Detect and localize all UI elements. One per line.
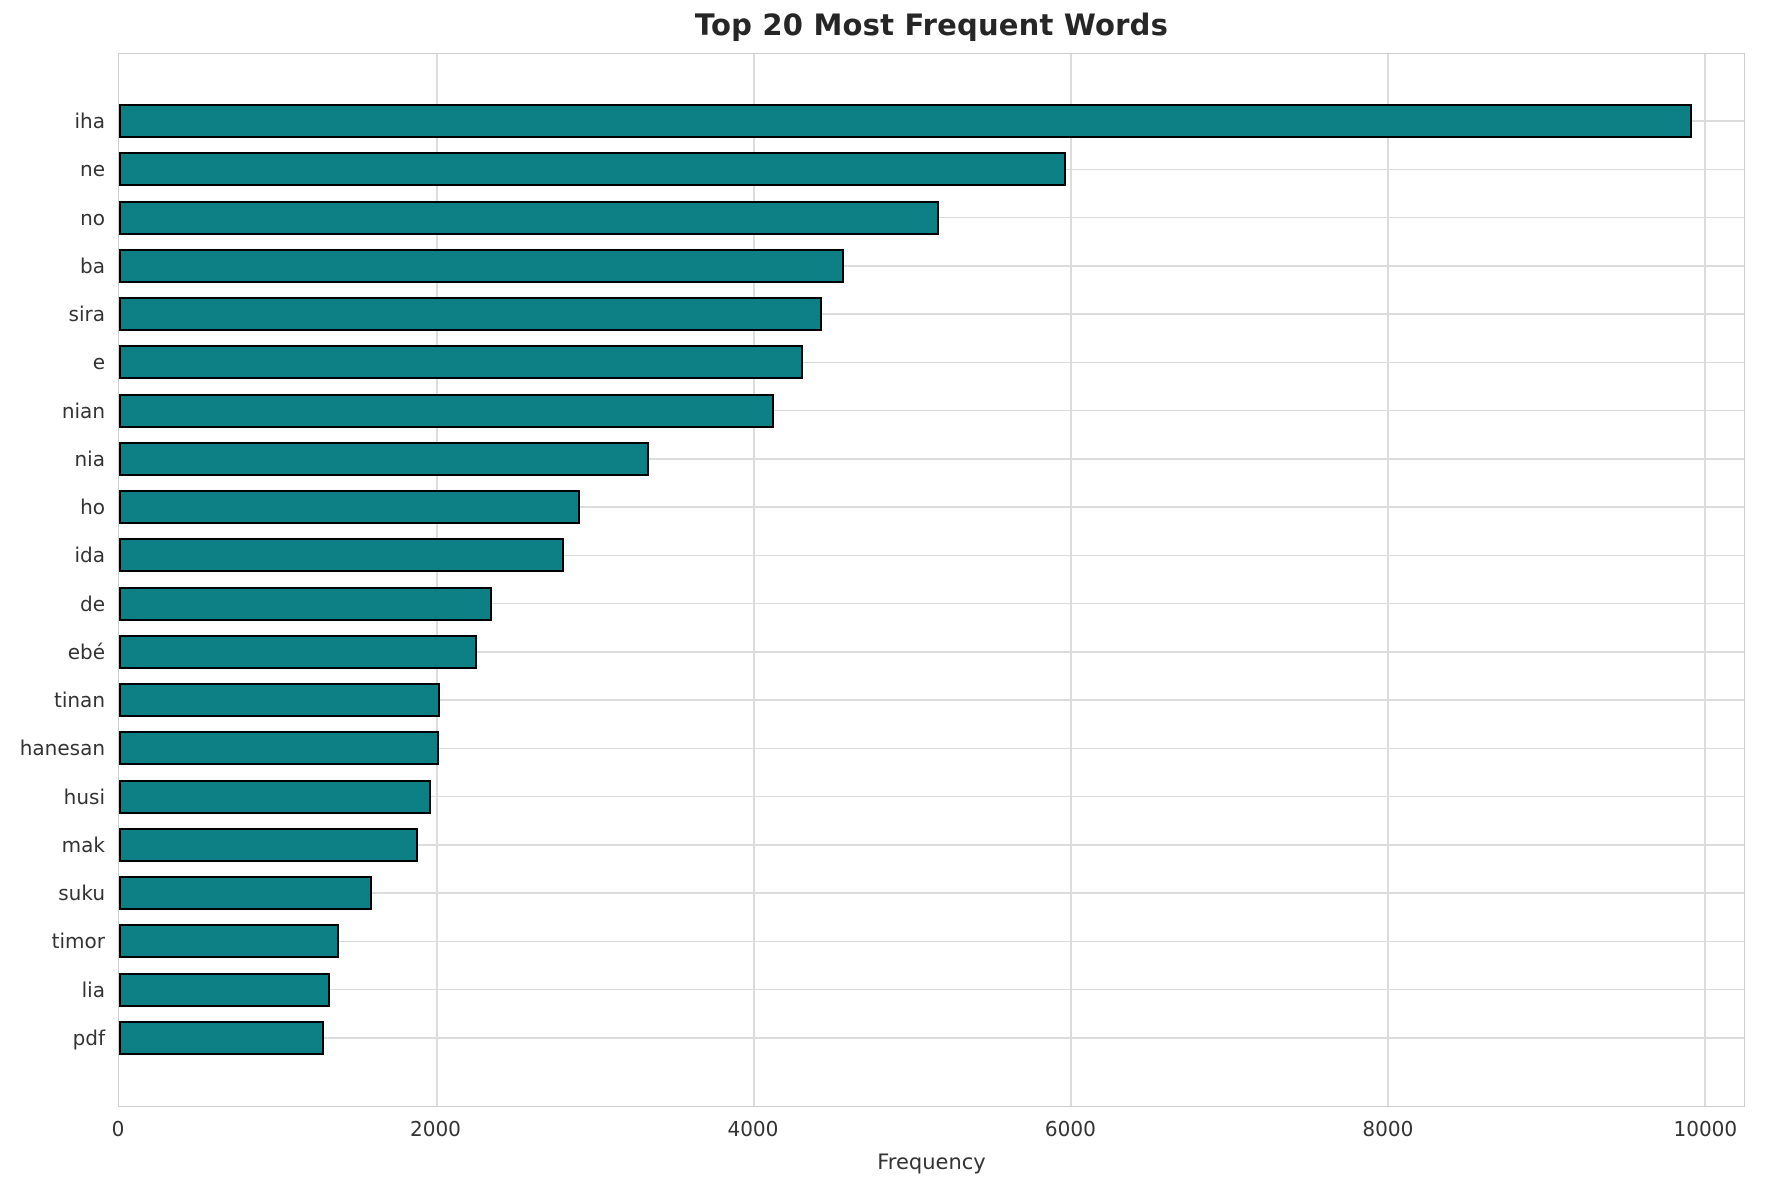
y-axis-category-label: no <box>80 205 105 230</box>
bar-rows: iha ne no ba sira e nian nia ho ida de ebé tinan hane… <box>20 54 1744 1106</box>
x-axis-tick-label: 6000 <box>1044 1117 1096 1141</box>
frequency-bar <box>119 586 493 621</box>
bar-row: nia <box>75 435 1744 483</box>
frequency-bar <box>119 297 823 332</box>
bar-row: ida <box>74 531 1744 579</box>
frequency-bar <box>119 731 440 766</box>
frequency-bar <box>119 924 340 959</box>
horizontal-gridline <box>119 602 1744 605</box>
frequency-bar <box>119 538 565 573</box>
bar-row: tinan <box>54 676 1744 724</box>
vertical-gridline <box>1387 54 1389 1106</box>
y-axis-category-label: e <box>92 350 105 375</box>
bar-row: ho <box>80 483 1744 531</box>
horizontal-gridline <box>119 554 1744 557</box>
x-axis-tick-label: 2000 <box>410 1117 461 1141</box>
bar-row: hanesan <box>20 724 1744 772</box>
horizontal-gridline <box>119 940 1744 943</box>
bar-row: e <box>93 338 1744 386</box>
vertical-gridline <box>1070 54 1072 1106</box>
y-axis-category-label: sira <box>68 302 105 327</box>
frequency-bar <box>119 779 432 814</box>
horizontal-gridline <box>119 1037 1744 1039</box>
bar-row: mak <box>62 821 1744 869</box>
y-axis-category-label: mak <box>61 832 105 857</box>
plot-area: iha ne no ba sira e nian nia ho ida de ebé tinan hane… <box>20 53 1745 1107</box>
y-axis-category-label: husi <box>63 784 105 809</box>
bar-row: sira <box>69 290 1744 338</box>
horizontal-gridline <box>119 361 1744 364</box>
bar-row: pdf <box>73 1014 1744 1062</box>
bar-row: lia <box>82 966 1744 1014</box>
y-axis-category-label: ho <box>80 495 105 520</box>
x-axis-tick-label: 4000 <box>727 1117 779 1141</box>
frequency-bar <box>119 827 418 862</box>
y-axis-category-label: ne <box>80 157 105 182</box>
chart-title: Top 20 Most Frequent Words <box>694 8 1169 42</box>
bar-row: no <box>80 194 1744 242</box>
horizontal-gridline <box>119 409 1744 412</box>
x-axis-tick-label: 0 <box>111 1117 125 1141</box>
vertical-gridline <box>753 54 755 1106</box>
x-axis-tick-label: 8000 <box>1362 1117 1414 1141</box>
horizontal-gridline <box>119 844 1744 846</box>
horizontal-gridline <box>119 265 1744 267</box>
x-axis-ticks: 0 2000 4000 6000 8000 10000 <box>112 1117 1745 1143</box>
vertical-gridline <box>436 54 438 1106</box>
horizontal-gridline <box>119 892 1744 894</box>
y-axis-category-label: ba <box>80 253 105 278</box>
y-axis-category-label: suku <box>58 881 105 906</box>
horizontal-gridline <box>119 506 1744 508</box>
bar-row: ne <box>80 145 1744 193</box>
bar-row: husi <box>64 773 1744 821</box>
bar-row: timor <box>52 917 1744 965</box>
x-axis-label: Frequency <box>877 1150 986 1174</box>
horizontal-gridline <box>119 988 1744 991</box>
horizontal-gridline <box>119 651 1744 653</box>
y-axis-category-label: tinan <box>53 688 105 713</box>
frequency-bar <box>119 634 478 669</box>
bar-row: iha <box>75 97 1744 145</box>
frequency-bar <box>119 683 441 718</box>
y-axis-category-label: pdf <box>72 1025 105 1050</box>
y-axis-category-label: de <box>80 591 105 616</box>
horizontal-gridline <box>119 795 1744 798</box>
frequency-bar <box>119 441 650 476</box>
y-axis-category-label: ida <box>74 543 105 568</box>
frequency-bar <box>119 104 1693 139</box>
y-axis-category-label: ebé <box>67 639 105 664</box>
frequency-bar <box>119 972 330 1007</box>
bar-row: suku <box>58 869 1744 917</box>
bar-row: ebé <box>68 628 1744 676</box>
x-axis-tick-label: 10000 <box>1673 1117 1738 1141</box>
y-axis-category-label: lia <box>81 977 105 1002</box>
frequency-bar <box>119 200 939 235</box>
horizontal-gridline <box>119 313 1744 315</box>
frequency-bar <box>119 152 1067 187</box>
y-axis-category-label: hanesan <box>19 736 105 761</box>
horizontal-gridline <box>119 699 1744 701</box>
frequency-bar <box>119 345 804 380</box>
frequency-bar <box>119 248 845 283</box>
frequency-bar <box>119 490 581 525</box>
bar-row: de <box>80 580 1744 628</box>
frequency-bar <box>119 876 372 911</box>
y-axis-category-label: nia <box>74 446 106 471</box>
frequency-bar <box>119 393 774 428</box>
horizontal-gridline <box>119 458 1744 460</box>
vertical-gridline <box>1704 54 1706 1106</box>
y-axis-category-label: nian <box>61 398 105 423</box>
y-axis-category-label: timor <box>51 929 105 954</box>
y-axis-category-label: iha <box>74 109 106 134</box>
frequency-bar <box>119 1020 325 1055</box>
bar-row: nian <box>62 387 1744 435</box>
horizontal-gridline <box>119 747 1744 750</box>
bar-row: ba <box>80 242 1744 290</box>
